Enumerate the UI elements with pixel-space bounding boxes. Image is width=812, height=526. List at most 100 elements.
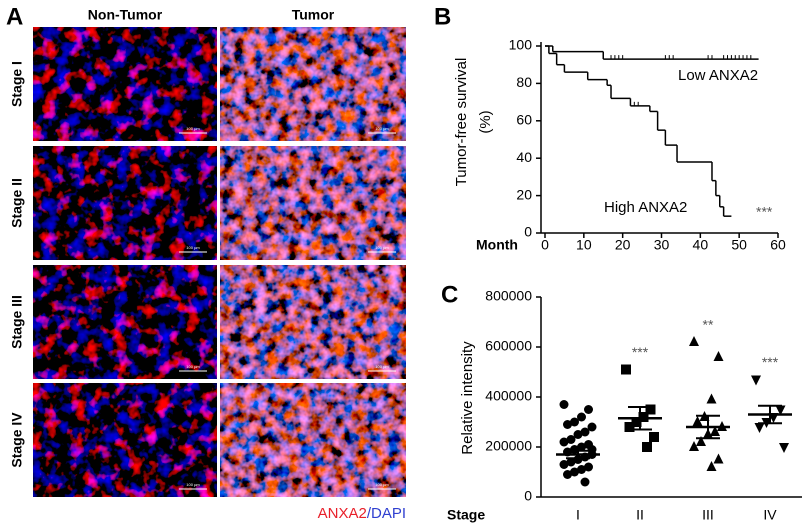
y-tick-label: 800000 (485, 288, 532, 304)
y-tick-label: 100 (509, 37, 533, 53)
scale-bar-label: 100 µm (375, 364, 389, 369)
data-point (713, 351, 724, 361)
data-point (649, 432, 659, 442)
data-point (577, 442, 586, 452)
micrograph-stain (33, 383, 217, 497)
data-point (580, 427, 590, 437)
x-tick-label: 60 (770, 237, 786, 253)
data-point (570, 417, 579, 427)
scale-bar-label: 100 µm (186, 364, 200, 369)
y-tick-label: 80 (516, 74, 532, 90)
row-label: Stage II (9, 178, 25, 228)
significance: ** (703, 317, 714, 333)
data-point (689, 441, 699, 451)
row-label: Stage III (9, 295, 25, 349)
panel-label: B (434, 3, 451, 30)
annotation: *** (756, 204, 773, 220)
data-point (563, 470, 572, 479)
x-axis-label: Stage (447, 507, 485, 523)
micrograph-stain (33, 265, 217, 379)
y-axis-label: Relative intensity (459, 341, 476, 455)
data-point (584, 462, 593, 472)
scale-bar-label: 100 µm (375, 126, 389, 131)
micrograph-stain (33, 146, 217, 260)
panel-a: A Non-Tumor Tumor ANXA2/DAPI (6, 3, 406, 522)
error-bar (758, 404, 782, 425)
x-tick-label: 20 (615, 237, 631, 253)
column-header: Tumor (292, 7, 335, 23)
error-bar (566, 449, 590, 460)
x-axis-label: Month (476, 237, 518, 253)
x-tick-label: IV (763, 507, 777, 523)
x-tick-label: 30 (654, 237, 670, 253)
data-point (642, 442, 652, 452)
significance: *** (632, 344, 649, 360)
column-header: Non-Tumor (88, 7, 163, 23)
data-point (775, 405, 786, 416)
data-point (689, 336, 699, 346)
x-tick-label: III (702, 507, 714, 523)
scale-bar-label: 100 µm (186, 245, 200, 250)
x-tick-label: 0 (541, 237, 549, 253)
data-point (570, 467, 579, 477)
data-point (587, 422, 597, 432)
micrograph-stain (220, 27, 406, 141)
x-tick-label: 50 (731, 237, 747, 253)
y-tick-label: 400000 (485, 388, 532, 404)
scale-bar-label: 100 µm (186, 126, 200, 131)
micrograph-stain (220, 265, 406, 379)
data-point (779, 443, 789, 453)
x-tick-label: II (636, 507, 644, 523)
data-point (710, 426, 720, 436)
data-point (563, 420, 572, 429)
data-point (573, 430, 583, 439)
error-bar (696, 414, 720, 440)
y-tick-label: 60 (516, 112, 532, 128)
data-point (559, 400, 569, 409)
y-axis-label: Tumor-free survival (453, 58, 470, 187)
data-point (577, 465, 586, 474)
stain-blue: /DAPI (367, 505, 406, 522)
scale-bar-label: 100 µm (375, 482, 389, 487)
data-point (566, 457, 576, 467)
y-tick-label: 200000 (485, 438, 532, 454)
data-point (751, 375, 761, 386)
data-point (713, 453, 724, 464)
y-tick-label: 600000 (485, 338, 532, 354)
data-point (706, 461, 717, 471)
data-point (587, 445, 597, 454)
series-label: High ANXA2 (604, 199, 687, 216)
y-tick-label: 40 (516, 149, 532, 165)
data-point (621, 364, 631, 375)
panel-label: A (6, 3, 23, 30)
data-point (577, 412, 586, 422)
x-tick-label: 40 (693, 237, 709, 253)
scale-bar-label: 100 µm (375, 245, 389, 250)
data-point (559, 460, 569, 469)
row-label: Stage I (9, 61, 25, 107)
data-point (559, 437, 569, 447)
y-tick-label: 0 (524, 224, 532, 240)
scale-bar-label: 100 µm (186, 482, 200, 487)
stain-red: ANXA2 (318, 505, 367, 522)
panel-label: C (441, 281, 458, 308)
micrograph-stain (220, 146, 406, 260)
error-bar (628, 406, 652, 431)
data-point (580, 477, 590, 487)
data-point (706, 393, 717, 404)
significance: *** (762, 354, 779, 370)
x-tick-label: I (576, 507, 580, 523)
data-point (584, 405, 593, 414)
y-tick-label: 20 (516, 186, 532, 202)
micrograph-stain (220, 383, 406, 497)
stain-legend: ANXA2/DAPI (318, 505, 406, 522)
data-point (692, 416, 703, 426)
row-label: Stage IV (9, 412, 25, 468)
data-point (566, 435, 576, 444)
x-tick-label: 10 (576, 237, 592, 253)
data-point (696, 436, 706, 446)
series-label: Low ANXA2 (678, 67, 758, 84)
data-point (754, 423, 765, 433)
y-tick-label: 0 (524, 488, 532, 504)
